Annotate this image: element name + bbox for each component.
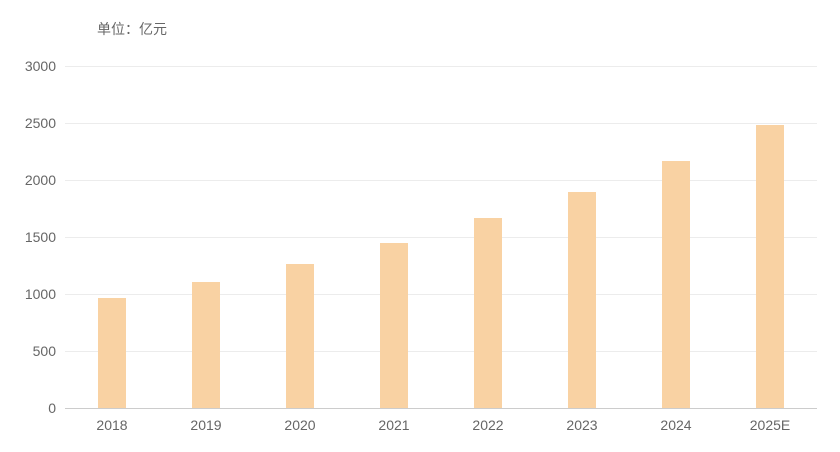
x-axis-tick-label: 2023 xyxy=(566,417,598,433)
x-axis-line xyxy=(65,408,817,409)
bar-2020 xyxy=(286,263,314,408)
gridline xyxy=(65,294,817,295)
bar-2018 xyxy=(98,298,126,408)
gridline xyxy=(65,237,817,238)
bar-2023 xyxy=(568,191,596,408)
x-axis-tick-label: 2025E xyxy=(749,417,791,433)
y-axis-tick-label: 2000 xyxy=(24,172,56,188)
bar-2022 xyxy=(474,218,502,408)
y-axis-tick-label: 0 xyxy=(48,400,56,416)
y-axis-tick-label: 1000 xyxy=(24,286,56,302)
unit-label: 单位：亿元 xyxy=(97,21,167,37)
bar-2025E xyxy=(756,125,784,408)
gridline xyxy=(65,180,817,181)
x-axis-tick-label: 2022 xyxy=(472,417,504,433)
y-axis-tick-label: 2500 xyxy=(24,115,56,131)
bar-2021 xyxy=(380,243,408,408)
x-axis-tick-label: 2021 xyxy=(378,417,410,433)
y-axis-tick-label: 1500 xyxy=(24,229,56,245)
gridline xyxy=(65,351,817,352)
x-axis-tick-label: 2024 xyxy=(660,417,692,433)
x-axis-tick-label: 2019 xyxy=(190,417,222,433)
gridline xyxy=(65,66,817,67)
y-axis-tick-label: 3000 xyxy=(24,58,56,74)
x-axis-tick-label: 2018 xyxy=(96,417,128,433)
y-axis-tick-label: 500 xyxy=(32,343,56,359)
bar-2019 xyxy=(192,282,220,408)
gridline xyxy=(65,123,817,124)
plot-area: 0 500 1000 1500 2000 2500 3000 2018 2019 2020 2021… xyxy=(25,59,817,432)
x-axis-tick-label: 2020 xyxy=(284,417,316,433)
bar-2024 xyxy=(662,161,690,408)
